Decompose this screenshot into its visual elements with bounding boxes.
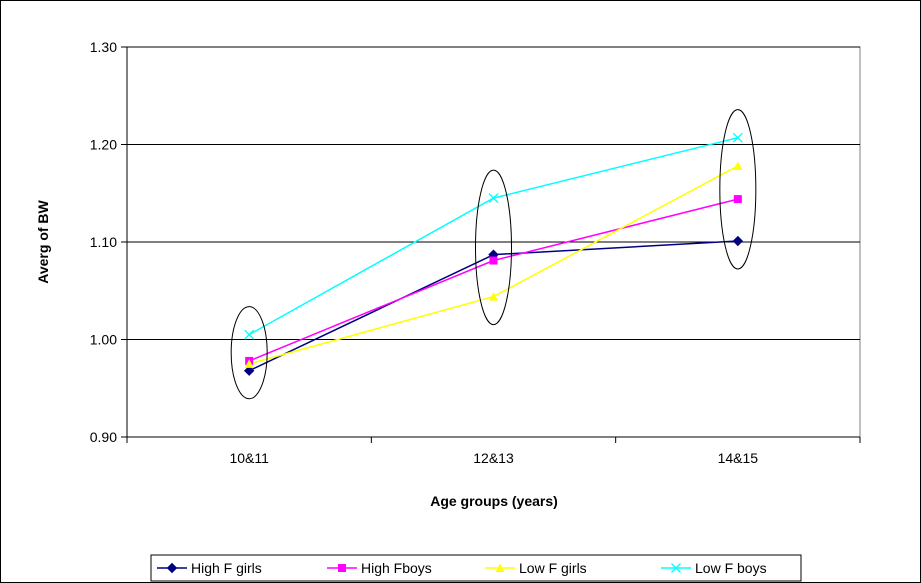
y-tick-label: 1.30 [90, 39, 117, 55]
data-point-square [338, 564, 346, 572]
x-axis-title: Age groups (years) [430, 493, 558, 509]
data-point-square [489, 256, 498, 265]
data-point-x [732, 132, 743, 143]
y-tick-label: 0.90 [90, 429, 117, 445]
data-point-x [671, 563, 681, 573]
y-axis: 0.90 1.00 1.10 1.20 1.30 [90, 39, 128, 445]
data-point-x [244, 329, 255, 340]
data-point-triangle [489, 292, 498, 301]
gridlines [127, 46, 860, 340]
y-axis-title: Averg of BW [35, 199, 51, 283]
legend-label: High F girls [191, 560, 262, 576]
x-axis: 10&11 12&13 14&15 [126, 436, 861, 466]
data-point-square [733, 195, 742, 204]
series-group [243, 132, 744, 376]
legend-label: Low F boys [695, 560, 767, 576]
annotation-ellipse [475, 169, 512, 326]
data-point-diamond [166, 562, 178, 574]
data-point-triangle [244, 359, 254, 368]
data-point-x [488, 193, 499, 204]
y-tick-label: 1.00 [90, 332, 117, 348]
annotation-ellipses [230, 109, 757, 400]
data-point-triangle [495, 563, 505, 572]
legend-label: High Fboys [361, 560, 432, 576]
data-point-x-stroke [671, 563, 681, 573]
y-tick-label: 1.10 [90, 234, 117, 250]
annotation-ellipse [230, 306, 268, 400]
x-tick-label: 12&13 [473, 450, 514, 466]
x-tick-label: 10&11 [229, 450, 269, 466]
data-point-x-stroke [244, 329, 255, 340]
data-point-x-stroke [488, 193, 499, 204]
annotation-ellipse [719, 109, 757, 270]
x-tick-label: 14&15 [718, 450, 759, 466]
data-point-diamond [732, 235, 744, 247]
legend: High F girls High Fboys Low F girls Low F b… [150, 554, 802, 582]
legend-box [150, 554, 802, 582]
y-tick-label: 1.20 [90, 137, 117, 153]
legend-label: Low F girls [519, 560, 587, 576]
data-point-triangle [733, 161, 743, 170]
data-point-x-stroke [732, 132, 743, 143]
data-point-diamond [243, 365, 255, 376]
